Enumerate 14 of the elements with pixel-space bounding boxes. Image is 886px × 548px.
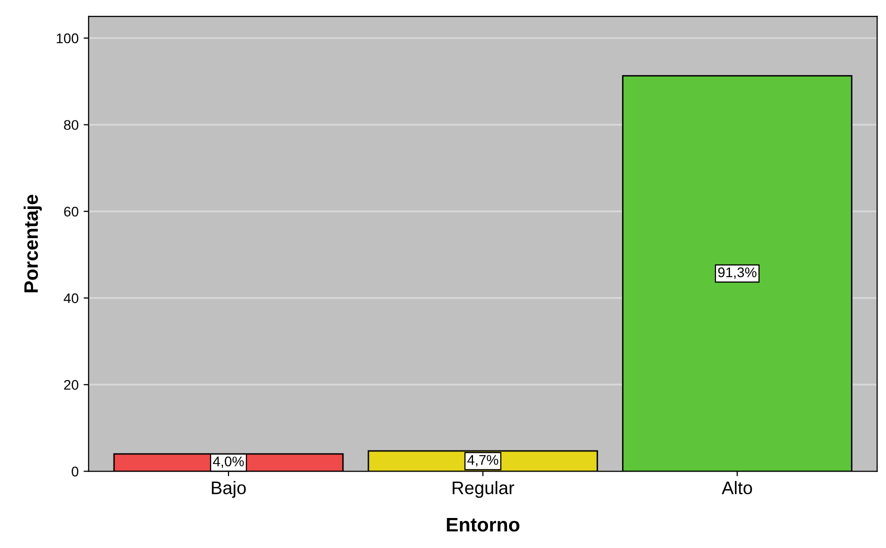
x-axis-title: Entorno <box>446 518 520 532</box>
y-tick-label: 20 <box>64 380 78 390</box>
y-tick-label: 40 <box>64 293 78 304</box>
x-tick-label: Alto <box>722 481 752 494</box>
y-tick-label: 0 <box>72 466 78 476</box>
y-tick-label: 100 <box>56 33 78 44</box>
y-axis-title: Porcentaje <box>24 194 42 292</box>
x-tick-label: Regular <box>452 481 514 498</box>
x-tick-label: Bajo <box>212 481 246 498</box>
y-tick-label: 60 <box>64 206 78 217</box>
y-tick-label: 80 <box>64 120 78 130</box>
data-label: 4,0% <box>212 456 244 468</box>
data-label: 91,3% <box>718 267 756 279</box>
data-label: 4,7% <box>467 455 498 466</box>
